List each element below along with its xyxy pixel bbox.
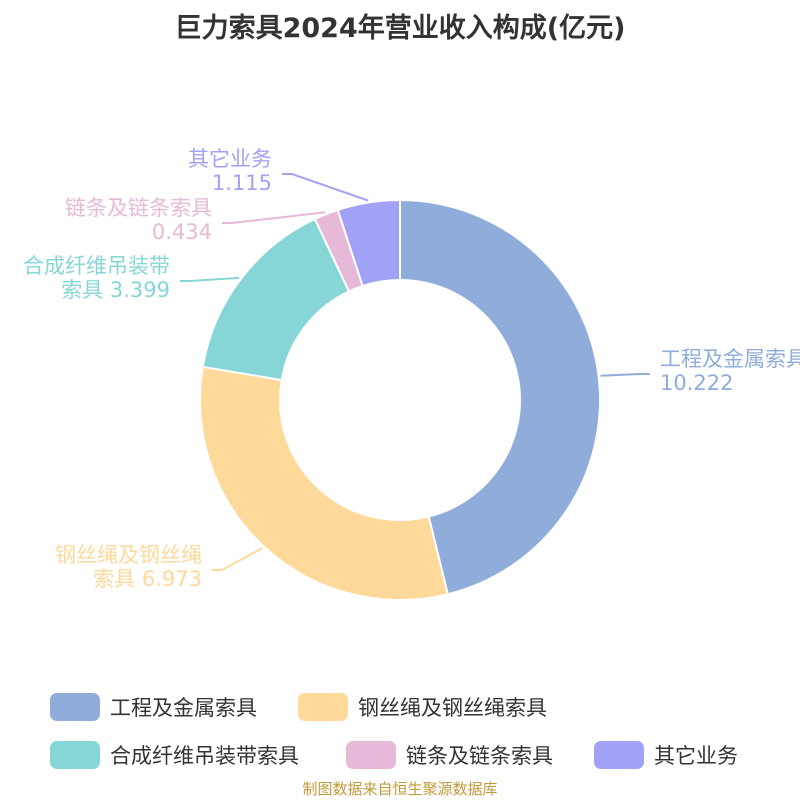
callout-label-chain: 链条及链条索具 0.434 xyxy=(65,196,212,244)
callout-label-other-business: 其它业务 1.115 xyxy=(188,147,272,195)
slice-engineering-metal-rigging[interactable] xyxy=(399,198,601,596)
leader-line-engineering-metal-rigging xyxy=(600,373,650,377)
callout-label-wire-rope: 钢丝绳及钢丝绳索具 6.973 xyxy=(55,543,202,591)
callout-line: 0.434 xyxy=(152,220,212,244)
callout-line: 索具 3.399 xyxy=(61,278,170,302)
legend-label: 钢丝绳及钢丝绳索具 xyxy=(358,696,547,720)
slice-other-business[interactable] xyxy=(336,198,401,288)
legend-item-chain[interactable]: 链条及链条索具 xyxy=(346,740,553,770)
callout-line: 索具 6.973 xyxy=(93,567,202,591)
legend-swatch xyxy=(50,741,100,769)
callout-line: 1.115 xyxy=(212,171,272,195)
leader-line-chain xyxy=(222,211,326,224)
legend-item-wire-rope[interactable]: 钢丝绳及钢丝绳索具 xyxy=(298,692,547,722)
legend-label: 其它业务 xyxy=(654,744,738,768)
callout-line: 钢丝绳及钢丝绳 xyxy=(55,543,202,567)
callout-line: 链条及链条索具 xyxy=(65,196,212,220)
legend-item-other-business[interactable]: 其它业务 xyxy=(594,740,738,770)
slice-wire-rope[interactable] xyxy=(199,365,449,601)
legend-swatch xyxy=(594,741,644,769)
legend-swatch xyxy=(346,741,396,769)
source-note: 制图数据来自恒生聚源数据库 xyxy=(302,780,498,798)
callout-line: 10.222 xyxy=(660,371,733,395)
leader-line-synthetic-sling xyxy=(180,276,240,282)
legend-item-synthetic-sling[interactable]: 合成纤维吊装带索具 xyxy=(50,740,299,770)
callout-label-synthetic-sling: 合成纤维吊装带索具 3.399 xyxy=(23,254,170,302)
legend-label: 工程及金属索具 xyxy=(110,696,257,720)
legend-swatch xyxy=(298,693,348,721)
callout-line: 合成纤维吊装带 xyxy=(23,254,170,278)
legend-label: 合成纤维吊装带索具 xyxy=(110,744,299,768)
chart-title: 巨力索具2024年营业收入构成(亿元) xyxy=(174,13,626,44)
leader-line-wire-rope xyxy=(212,547,264,571)
legend-swatch xyxy=(50,693,100,721)
callout-label-engineering-metal-rigging: 工程及金属索具 10.222 xyxy=(660,347,800,395)
callout-line: 工程及金属索具 xyxy=(660,347,800,371)
leader-line-other-business xyxy=(282,173,369,202)
legend-label: 链条及链条索具 xyxy=(406,744,553,768)
legend-item-engineering-metal-rigging[interactable]: 工程及金属索具 xyxy=(50,692,257,722)
callout-line: 其它业务 xyxy=(188,147,272,171)
